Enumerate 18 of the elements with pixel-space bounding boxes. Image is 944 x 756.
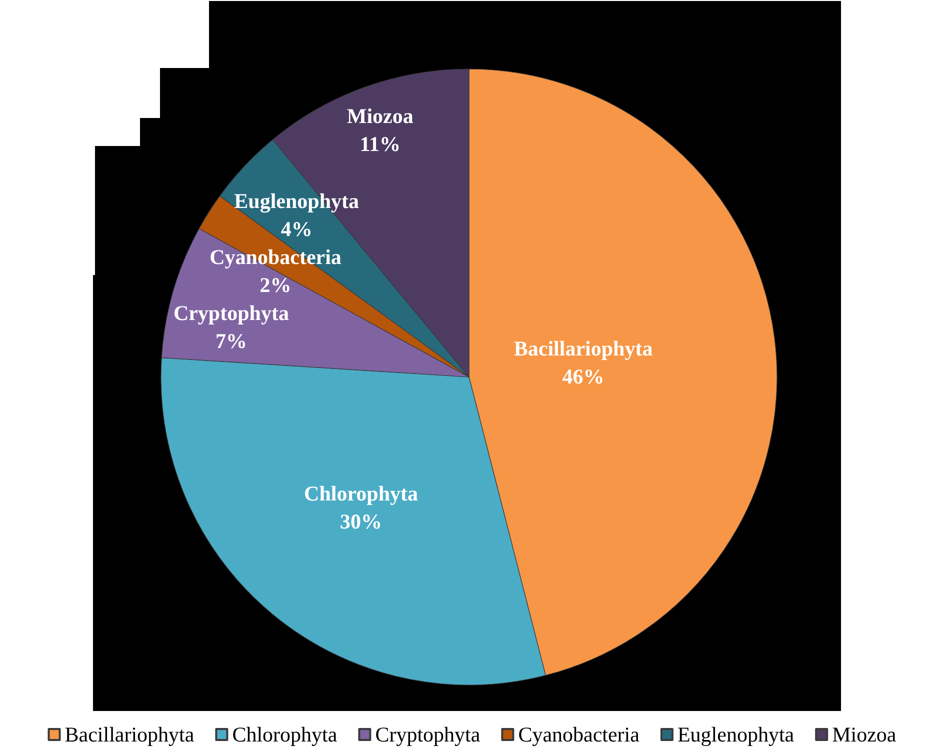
slice-label: Bacillariophyta	[514, 336, 654, 361]
data-label: 11%	[360, 132, 401, 156]
data-label: 4%	[280, 217, 312, 242]
legend-label: Bacillariophyta	[64, 722, 195, 746]
data-label: 46%	[562, 364, 604, 389]
data-label: 7%	[215, 329, 247, 354]
slice-label: Euglenophyta	[234, 189, 360, 214]
legend-label: Miozoa	[832, 722, 897, 746]
data-label: 2%	[260, 273, 292, 298]
slice-label: Cyanobacteria	[210, 245, 342, 270]
legend-label: Euglenophyta	[677, 722, 795, 746]
slice-label: Chlorophyta	[304, 482, 418, 506]
slice-label: Miozoa	[346, 104, 414, 128]
slice-label: Cryptophyta	[173, 301, 290, 326]
legend-label: Cyanobacteria	[518, 722, 640, 746]
legend-label: Cryptophyta	[375, 722, 481, 746]
legend-label: Chlorophyta	[232, 722, 338, 746]
data-label: 30%	[340, 510, 382, 534]
